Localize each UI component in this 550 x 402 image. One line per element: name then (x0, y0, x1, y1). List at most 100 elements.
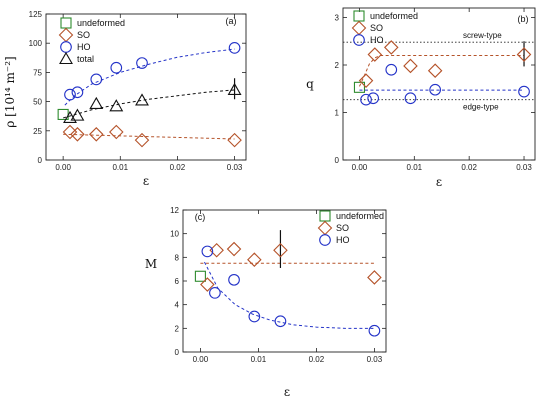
x-tick-label: 0.01 (251, 355, 267, 364)
data-point-circle (368, 324, 381, 337)
data-point-diamond (134, 132, 150, 148)
data-point-diamond (226, 241, 242, 257)
data-point-triangle (89, 96, 104, 109)
y-tick-label: 12 (170, 206, 179, 215)
data-point-diamond (516, 47, 532, 62)
fit-line (63, 89, 235, 119)
legend-marker-diamond (317, 220, 333, 236)
x-tick-label: 0.00 (55, 163, 71, 172)
data-point-diamond (427, 63, 443, 78)
y-tick-label: 2 (175, 324, 180, 333)
legend-marker-diamond (351, 20, 367, 36)
chart-panel-2: 0.00 0.01 0.02 0.03 0 2 4 6 8 10 12 ε M (c) undeformed… (145, 206, 387, 399)
y-tick-label: 125 (29, 10, 43, 19)
y-tick-label: 1 (335, 109, 340, 118)
data-point-triangle (227, 82, 242, 95)
x-tick-label: 0.02 (170, 163, 186, 172)
legend-marker-circle (319, 234, 331, 246)
legend-marker-circle (60, 41, 72, 53)
data-point-circle (518, 85, 530, 98)
data-point-diamond (383, 40, 399, 55)
fit-line (204, 261, 375, 329)
series-so (62, 124, 242, 148)
legend-label: HO (336, 235, 350, 245)
y-tick-label: 8 (175, 253, 180, 262)
y-tick-label: 75 (33, 68, 42, 77)
data-point-circle (404, 92, 417, 105)
y-tick-label: 0 (175, 348, 180, 357)
y-tick-label: 100 (29, 39, 43, 48)
series-undeformed (353, 81, 366, 93)
data-point-diamond (247, 252, 262, 267)
x-tick-label: 0.03 (367, 355, 383, 364)
data-point-square (353, 81, 366, 93)
data-point-diamond (109, 124, 124, 140)
x-tick-label: 0.00 (352, 163, 368, 172)
data-point-diamond (227, 132, 242, 148)
reference-line-label: edge-type (463, 103, 499, 112)
plot-frame (342, 7, 536, 161)
panel-label: (c) (195, 212, 206, 222)
data-point-circle (136, 57, 148, 69)
data-point-circle (274, 315, 287, 328)
y-tick-label: 6 (175, 277, 180, 286)
x-tick-label: 0.02 (309, 355, 325, 364)
series-ho (64, 42, 241, 106)
legend-label: SO (370, 23, 383, 33)
legend: undeformed SO HO (351, 10, 418, 46)
x-tick-label: 0.02 (461, 163, 477, 172)
series-so (358, 40, 532, 88)
fit-line (63, 133, 235, 140)
legend-marker-square (353, 10, 365, 22)
fit-line (359, 55, 525, 87)
data-point-circle (360, 93, 372, 106)
data-point-diamond (403, 58, 418, 74)
plot-frame (182, 209, 387, 353)
data-point-diamond (70, 127, 85, 142)
legend: undeformed SO HO total (58, 17, 125, 65)
legend: undeformed SO HO (317, 210, 384, 246)
y-tick-label: 4 (175, 301, 180, 310)
reference-line-label: screw-type (463, 31, 502, 40)
data-point-diamond (200, 277, 215, 292)
y-tick-label: 0 (335, 156, 340, 165)
panel-label: (a) (226, 16, 237, 26)
data-point-diamond (62, 124, 78, 140)
legend-label: undeformed (77, 18, 125, 28)
legend-marker-square (60, 17, 72, 29)
data-point-circle (90, 73, 103, 86)
legend-label: SO (77, 30, 90, 40)
data-point-circle (228, 273, 240, 286)
x-axis-label: ε (436, 175, 442, 189)
data-point-diamond (209, 242, 224, 258)
data-point-diamond (358, 73, 374, 88)
data-point-diamond (367, 270, 382, 285)
series-ho (359, 63, 530, 106)
legend-marker-diamond (58, 27, 74, 43)
y-tick-label: 10 (170, 230, 179, 239)
data-point-circle (209, 286, 221, 299)
data-point-diamond (89, 127, 104, 142)
legend-marker-square (319, 210, 331, 222)
legend-marker-triangle (59, 51, 73, 65)
legend-label: HO (77, 42, 91, 52)
legend-marker-circle (353, 34, 365, 46)
y-axis-label: q (306, 77, 314, 91)
data-point-diamond (367, 47, 383, 62)
y-axis-label: M (145, 257, 157, 271)
x-tick-label: 0.01 (112, 163, 128, 172)
y-tick-label: 25 (33, 127, 42, 136)
legend-label: total (77, 54, 94, 64)
y-axis-label: ρ [10¹⁴ m⁻²] (3, 56, 17, 127)
data-point-triangle (70, 108, 85, 121)
data-point-circle (385, 63, 398, 76)
panel-label: (b) (518, 14, 529, 24)
y-tick-label: 3 (335, 14, 340, 23)
data-point-square (194, 270, 206, 282)
data-point-circle (64, 88, 76, 101)
legend-label: undeformed (370, 11, 418, 21)
data-point-circle (201, 245, 214, 258)
legend-label: undeformed (336, 211, 384, 221)
y-tick-label: 50 (33, 98, 42, 107)
